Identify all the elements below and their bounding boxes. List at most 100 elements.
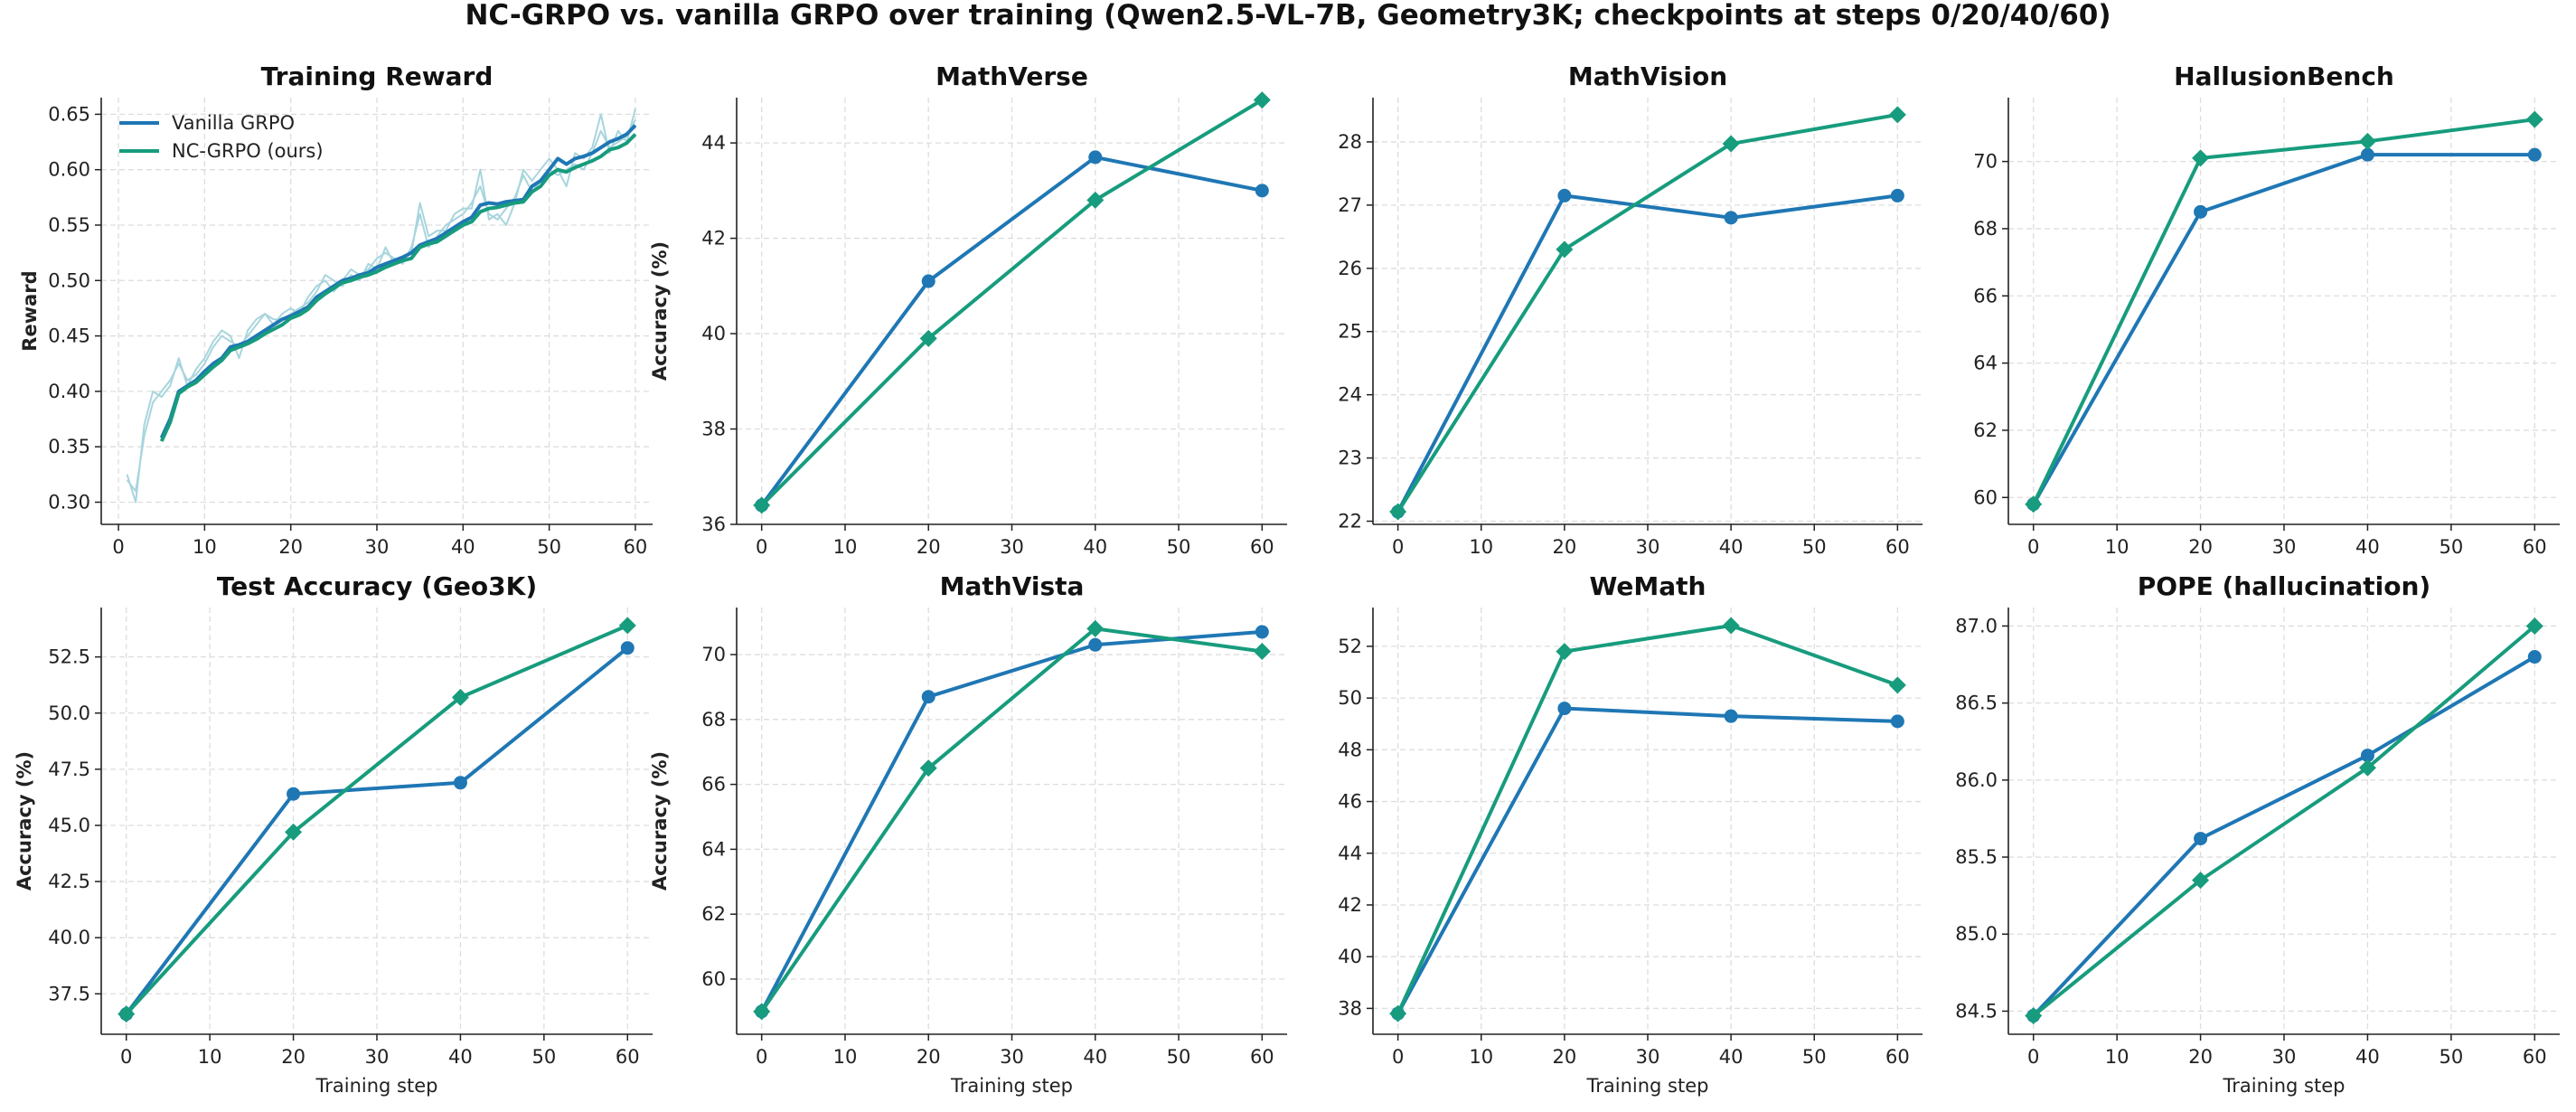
x-tick-label: 40 bbox=[1083, 1046, 1107, 1068]
x-tick-label: 10 bbox=[1469, 1046, 1493, 1068]
y-axis-label: Reward bbox=[19, 270, 41, 351]
x-axis-label: Training step bbox=[315, 1075, 438, 1097]
y-tick-label: 86.0 bbox=[1955, 769, 1998, 791]
vanilla-grpo-point bbox=[2194, 204, 2208, 219]
vanilla-grpo-point bbox=[1255, 625, 1269, 639]
y-tick-label: 60 bbox=[701, 968, 726, 990]
y-tick-label: 44 bbox=[1338, 843, 1362, 864]
y-tick-label: 23 bbox=[1338, 448, 1362, 469]
x-tick-label: 0 bbox=[756, 1046, 767, 1068]
y-tick-label: 26 bbox=[1338, 258, 1362, 279]
y-tick-label: 85.0 bbox=[1955, 923, 1998, 945]
subplot-title: Training Reward bbox=[261, 61, 494, 91]
subplot-4: 0 10 20 30 40 50 60 60 62 64 66 68 70 HallusionBench bbox=[1973, 61, 2560, 558]
nc-grpo-point bbox=[2525, 110, 2543, 128]
x-tick-label: 10 bbox=[833, 1046, 858, 1068]
x-axis-label: Training step bbox=[1586, 1075, 1709, 1097]
x-tick-label: 60 bbox=[616, 1046, 640, 1068]
nc-grpo-point bbox=[2025, 495, 2043, 514]
y-tick-label: 42 bbox=[701, 228, 726, 250]
x-tick-label: 30 bbox=[365, 1046, 390, 1068]
x-tick-label: 50 bbox=[2439, 1046, 2463, 1068]
y-tick-label: 45.0 bbox=[48, 815, 90, 836]
x-tick-label: 30 bbox=[1636, 1046, 1660, 1068]
x-tick-label: 20 bbox=[278, 536, 303, 558]
nc-grpo-point bbox=[118, 1005, 136, 1023]
x-tick-label: 20 bbox=[281, 1046, 306, 1068]
subplot-1: 0 10 20 30 40 50 60 0.30 0.35 0.40 0.45 0.50 0.55 0.6… bbox=[19, 61, 653, 558]
y-tick-label: 38 bbox=[701, 419, 726, 440]
vanilla-grpo-line bbox=[159, 124, 637, 439]
x-tick-label: 50 bbox=[1802, 536, 1827, 558]
y-tick-label: 40.0 bbox=[48, 927, 90, 948]
vanilla-grpo-point bbox=[2527, 147, 2542, 162]
nc-grpo-point bbox=[1888, 106, 1906, 124]
vanilla-grpo-point bbox=[921, 690, 935, 704]
nc-grpo-point bbox=[2192, 149, 2210, 167]
y-tick-label: 48 bbox=[1338, 739, 1362, 760]
x-tick-label: 0 bbox=[120, 1046, 132, 1068]
y-axis-label: Accuracy (%) bbox=[649, 241, 671, 381]
legend-entry: NC-GRPO (ours) bbox=[172, 140, 324, 162]
x-tick-label: 40 bbox=[2355, 536, 2380, 558]
y-tick-label: 27 bbox=[1338, 194, 1362, 216]
vanilla-grpo-line bbox=[760, 155, 1263, 507]
subplot-7: 0 10 20 30 40 50 60 38 40 42 44 46 48 50 52 WeMath Train… bbox=[1338, 571, 1923, 1097]
y-tick-label: 46 bbox=[1338, 791, 1362, 813]
nc-grpo-line bbox=[1396, 112, 1898, 514]
x-tick-label: 60 bbox=[2523, 1046, 2547, 1068]
vanilla-grpo-point bbox=[1088, 637, 1103, 652]
nc-grpo-point bbox=[1253, 642, 1271, 660]
x-tick-label: 60 bbox=[624, 536, 648, 558]
y-tick-label: 42 bbox=[1338, 894, 1362, 916]
y-tick-label: 0.40 bbox=[48, 381, 90, 402]
vanilla-grpo-point bbox=[1890, 714, 1904, 729]
nc-grpo-point bbox=[1556, 643, 1574, 661]
nc-grpo-point bbox=[919, 329, 937, 347]
subplot-title: MathVerse bbox=[935, 61, 1088, 91]
nc-grpo-line bbox=[760, 98, 1264, 507]
vanilla-grpo-point bbox=[921, 274, 935, 288]
y-tick-label: 70 bbox=[701, 644, 726, 665]
y-tick-label: 50.0 bbox=[48, 702, 90, 724]
y-tick-label: 52 bbox=[1338, 636, 1362, 657]
x-tick-label: 10 bbox=[1469, 536, 1493, 558]
legend-entry: Vanilla GRPO bbox=[172, 112, 295, 134]
nc-grpo-point bbox=[2525, 617, 2543, 635]
vanilla-grpo-point bbox=[2194, 832, 2208, 846]
y-tick-label: 60 bbox=[1973, 486, 1998, 508]
vanilla-grpo-point bbox=[1088, 150, 1103, 165]
y-tick-label: 47.5 bbox=[48, 759, 90, 780]
subplot-title: MathVision bbox=[1568, 61, 1727, 91]
y-tick-label: 66 bbox=[701, 774, 726, 796]
vanilla-grpo-point bbox=[2527, 650, 2542, 664]
y-tick-label: 87.0 bbox=[1955, 615, 1998, 636]
vanilla-grpo-point bbox=[1890, 188, 1904, 203]
x-tick-label: 10 bbox=[198, 1046, 222, 1068]
x-tick-label: 30 bbox=[1636, 536, 1660, 558]
x-tick-label: 0 bbox=[1392, 1046, 1404, 1068]
nc-grpo-point bbox=[2192, 872, 2210, 890]
y-tick-label: 0.30 bbox=[48, 491, 90, 513]
y-tick-label: 0.45 bbox=[48, 325, 90, 347]
y-tick-label: 25 bbox=[1338, 321, 1362, 343]
x-tick-label: 50 bbox=[2439, 536, 2463, 558]
y-axis-label: Accuracy (%) bbox=[14, 751, 35, 891]
y-tick-label: 68 bbox=[701, 709, 726, 730]
y-tick-label: 36 bbox=[701, 514, 726, 535]
x-tick-label: 50 bbox=[1802, 1046, 1827, 1068]
nc-grpo-line bbox=[125, 624, 629, 1015]
nc-grpo-line bbox=[1396, 624, 1899, 1014]
raw-reward-line bbox=[126, 108, 636, 504]
y-tick-label: 66 bbox=[1973, 285, 1998, 306]
vanilla-grpo-point bbox=[1255, 184, 1269, 198]
x-tick-label: 10 bbox=[2105, 1046, 2129, 1068]
y-tick-label: 64 bbox=[1973, 353, 1998, 374]
nc-grpo-point bbox=[2025, 1007, 2043, 1025]
nc-grpo-point bbox=[618, 617, 636, 635]
y-tick-label: 24 bbox=[1338, 384, 1362, 406]
nc-grpo-line bbox=[159, 133, 637, 442]
x-tick-label: 30 bbox=[2272, 1046, 2297, 1068]
subplot-2: 0 10 20 30 40 50 60 36 38 40 42 44 MathVerse Accuracy… bbox=[649, 61, 1287, 558]
